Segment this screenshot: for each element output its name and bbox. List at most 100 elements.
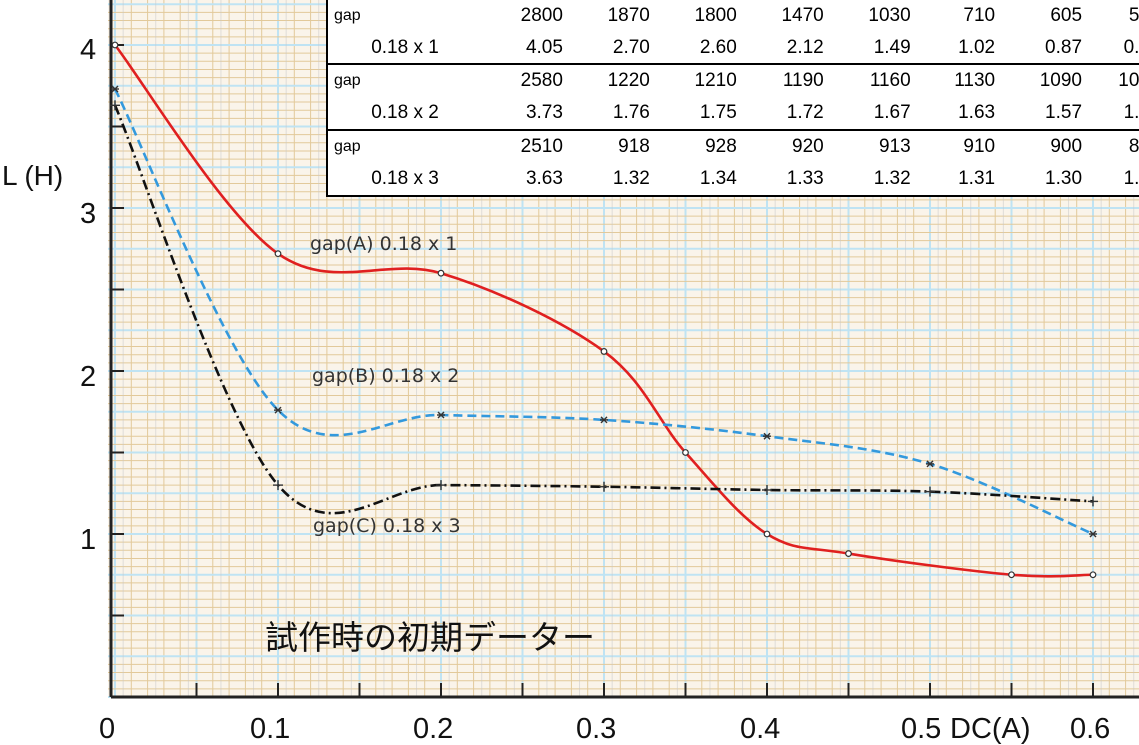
table-cell: 1.49	[873, 36, 911, 58]
series-annotation-c: gap(C) 0.18 x 3	[313, 515, 461, 537]
table-cell: 1220	[568, 63, 656, 98]
data-table: gap 2800 1870 1800 1470 1030 710 605 54 0.18 x 1 4…	[326, 0, 1139, 197]
table-row: 0.18 x 3 3.63 1.32 1.34 1.33 1.32 1.31 1.30 1.2	[327, 163, 1139, 196]
data-point	[1008, 571, 1015, 579]
data-point	[762, 484, 772, 495]
table-cell: 1.57	[1045, 102, 1083, 124]
table-cell: 2800	[520, 4, 563, 26]
x-tick-label: 0.1	[250, 713, 290, 745]
table-cell: 2580	[482, 63, 569, 98]
data-point	[437, 269, 445, 277]
series-annotation-b: gap(B) 0.18 x 2	[312, 365, 459, 387]
data-point	[845, 550, 852, 557]
x-axis-label: DC(A)	[950, 713, 1031, 745]
table-cell: 1.63	[958, 102, 996, 124]
data-point	[600, 348, 608, 355]
table-cell: 1.32	[612, 168, 650, 190]
table-cell: 1.02	[958, 36, 996, 58]
y-tick-label: 3	[80, 198, 96, 230]
y-tick-label: 4	[80, 34, 96, 66]
data-point	[926, 460, 934, 468]
x-tick-label: 0.2	[413, 713, 453, 745]
table-cell: 1.34	[699, 168, 737, 190]
data-point	[436, 480, 446, 491]
table-cell: 1.33	[786, 168, 824, 190]
data-point-stroke	[437, 411, 445, 419]
table-cell: 2.60	[699, 36, 737, 58]
table-cell: 1190	[742, 63, 830, 98]
table-cell: 928	[655, 129, 743, 164]
data-point	[925, 486, 935, 497]
table-cell: 1.30	[1045, 168, 1083, 190]
table-row: gap251091892892091391090089	[327, 129, 1139, 164]
table-cell: 1870	[607, 4, 650, 26]
table-cell: 918	[568, 129, 656, 164]
x-tick-label: 0	[99, 713, 115, 745]
data-point	[682, 449, 689, 456]
y-axis-label: L (H)	[2, 160, 63, 191]
table-cell: 0.87	[1045, 36, 1083, 58]
series-annotation-a: gap(A) 0.18 x 1	[310, 233, 457, 255]
table-cell: 1090	[1001, 63, 1089, 98]
table-row: 0.18 x 1 4.05 2.70 2.60 2.12 1.49 1.02 0.87 0.7	[327, 32, 1139, 65]
data-point	[763, 530, 771, 538]
y-tick-label: 2	[80, 361, 96, 393]
table-cell: 1.32	[873, 168, 911, 190]
data-point	[599, 481, 609, 492]
data-point	[274, 250, 282, 258]
data-point	[600, 416, 608, 424]
table-cell: 1.2	[1123, 168, 1139, 190]
table-cell: 1.67	[873, 102, 911, 124]
table-cell: 1.31	[958, 168, 996, 190]
table-cell: 2.12	[786, 36, 824, 58]
data-point	[1089, 571, 1097, 579]
table-cell: 0.7	[1123, 36, 1139, 58]
table-cell: 710	[963, 4, 996, 26]
data-point-stroke	[274, 406, 282, 414]
table-cell: 1.76	[612, 102, 650, 124]
table-cell: 4.05	[525, 36, 563, 58]
table-cell: 1030	[868, 4, 911, 26]
markers-group	[110, 41, 1098, 579]
x-tick-label: 0.6	[1070, 713, 1110, 745]
table-cell: 2.70	[612, 36, 650, 58]
data-point-stroke	[763, 432, 771, 440]
table-row-label: 0.18 x 2	[371, 102, 439, 124]
table-cell: 910	[916, 129, 1002, 164]
table-row-label: gap	[327, 63, 482, 98]
data-point	[111, 85, 119, 93]
x-tick-label: 0.3	[576, 713, 616, 745]
data-point-stroke	[926, 460, 934, 468]
table-row: gap 2800 1870 1800 1470 1030 710 605 54	[327, 0, 1139, 32]
table-cell: 1130	[916, 63, 1002, 98]
data-point-stroke	[600, 416, 608, 424]
table-row: 0.18 x 2 3.73 1.76 1.75 1.72 1.67 1.63 1.57 1.4	[327, 97, 1139, 130]
table-cell: 913	[829, 129, 917, 164]
table-cell: 1160	[829, 63, 917, 98]
table-row-label: gap	[327, 129, 482, 164]
table-cell: 54	[1128, 4, 1139, 26]
data-point	[763, 432, 771, 440]
data-point	[1088, 496, 1098, 507]
data-point	[273, 480, 283, 491]
table-cell: 920	[742, 129, 830, 164]
axes	[109, 0, 1139, 699]
table-cell: 1800	[694, 4, 737, 26]
chart-caption: 試作時の初期データー	[265, 618, 595, 657]
table-cell: 1.4	[1123, 102, 1139, 124]
table-cell: 100	[1088, 63, 1139, 98]
data-point	[437, 411, 445, 419]
table-row-label: 0.18 x 3	[371, 168, 439, 190]
table-cell: 3.63	[525, 168, 563, 190]
table-cell: 1.72	[786, 102, 824, 124]
table-row-label: gap	[334, 6, 361, 24]
series-line-2	[113, 104, 1094, 515]
table-cell: 605	[1050, 4, 1083, 26]
data-point	[111, 41, 119, 49]
table-cell: 1210	[655, 63, 743, 98]
table-cell: 89	[1088, 129, 1139, 164]
data-point	[274, 406, 282, 414]
table-cell: 1470	[781, 4, 824, 26]
table-row-label: 0.18 x 1	[371, 36, 439, 58]
